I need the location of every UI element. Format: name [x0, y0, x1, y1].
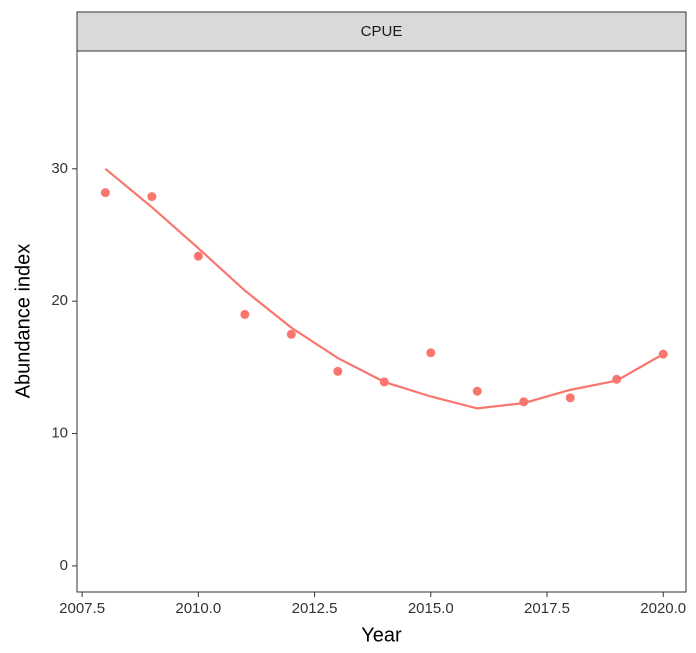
- strip: [76, 11, 687, 52]
- y-tick-label: 0: [60, 557, 68, 574]
- strip-label: CPUE: [361, 23, 403, 40]
- x-tick-label: 2007.5: [59, 600, 105, 617]
- point: [426, 348, 436, 358]
- y-tick-label: 20: [51, 292, 68, 309]
- x-tick-label: 2010.0: [175, 600, 221, 617]
- x-tick-label: 2012.5: [292, 600, 338, 617]
- point: [565, 393, 575, 403]
- point: [193, 251, 203, 261]
- y-axis-title: Abundance index: [12, 244, 34, 399]
- x-tick-label: 2015.0: [408, 600, 454, 617]
- point: [100, 188, 110, 198]
- fit-line: [104, 167, 664, 410]
- y-tick-label: 10: [51, 425, 68, 442]
- point: [286, 329, 296, 339]
- point: [333, 366, 343, 376]
- point: [472, 386, 482, 396]
- y-tick-label: 30: [51, 160, 68, 177]
- panel: [76, 50, 687, 593]
- point: [147, 192, 157, 202]
- point: [240, 309, 250, 319]
- x-tick-label: 2020.0: [640, 600, 686, 617]
- x-axis-title: Year: [361, 624, 402, 646]
- x-tick-label: 2017.5: [524, 600, 570, 617]
